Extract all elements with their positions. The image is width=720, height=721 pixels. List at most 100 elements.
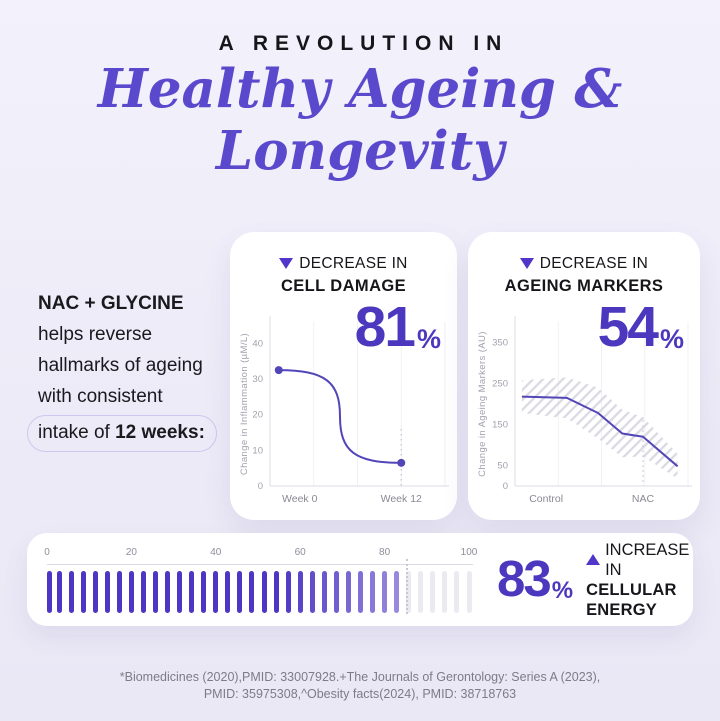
gauge-bar xyxy=(56,570,62,613)
gauge-tick-label: 100 xyxy=(460,546,478,558)
gauge-tick-label: 60 xyxy=(294,546,306,558)
ageing-markers-percent-value: 54 xyxy=(597,295,659,359)
y-tick-label: 40 xyxy=(252,338,263,349)
cell-damage-card: DECREASE IN CELL DAMAGE 0 10 20 30 40 Change … xyxy=(230,232,457,520)
ageing-markers-percent-sign: % xyxy=(659,324,684,355)
gauge-bar xyxy=(140,570,146,613)
gauge-bar xyxy=(345,570,351,613)
data-line xyxy=(521,395,679,468)
gauge-bar xyxy=(92,570,98,613)
duration-pill: intake of 12 weeks: xyxy=(27,415,217,452)
y-tick-label: 250 xyxy=(492,379,508,390)
gauge-tick-label: 20 xyxy=(125,546,137,558)
gauge-bar xyxy=(249,570,255,613)
gauge-bar xyxy=(321,570,327,613)
gauge-bar xyxy=(309,570,315,613)
y-axis-title: Change in Inflammation (µM/L) xyxy=(239,333,250,475)
gauge-bar xyxy=(47,570,52,613)
ageing-markers-title-line1: DECREASE IN xyxy=(468,253,700,275)
page-title-line-2: Longevity xyxy=(215,120,505,182)
gauge-bar xyxy=(370,570,376,613)
cell-damage-title-line1: DECREASE IN xyxy=(230,253,457,275)
confidence-band xyxy=(521,377,678,479)
cellular-energy-label-line3: ENERGY xyxy=(586,600,657,619)
ageing-markers-title-line2: AGEING MARKERS xyxy=(504,277,664,295)
gauge-bar xyxy=(442,570,448,613)
cell-damage-headline: 81% xyxy=(354,295,441,359)
gauge-bar xyxy=(466,570,472,613)
header-kicker: A REVOLUTION IN xyxy=(218,32,509,55)
y-tick-label: 20 xyxy=(252,410,263,421)
ageing-markers-chart: 0 50 150 250 350 Change in Ageing Markers (AU… xyxy=(477,316,692,502)
gauge-tick-label: 0 xyxy=(44,546,50,558)
gauge-bars xyxy=(47,570,472,613)
gauge-bar xyxy=(80,570,86,613)
gauge-bar xyxy=(454,570,460,613)
gauge-guide-line xyxy=(405,558,408,614)
gauge-bar xyxy=(153,570,158,613)
data-point xyxy=(397,458,406,467)
y-tick-label: 0 xyxy=(503,481,508,492)
gauge-bar xyxy=(297,570,303,613)
intro-line-2: hallmarks of ageing xyxy=(38,355,203,376)
gauge-bar xyxy=(273,570,279,613)
y-tick-label: 0 xyxy=(258,481,263,492)
cellular-energy-label-text: INCREASE IN xyxy=(605,540,690,579)
gauge-bar xyxy=(116,570,122,613)
decrease-icon xyxy=(519,258,534,269)
increase-icon xyxy=(586,554,601,565)
brand-name: NAC + GLYCINE xyxy=(38,293,184,314)
cell-damage-title-text: DECREASE IN xyxy=(299,255,408,272)
cellular-energy-label: INCREASE IN CELLULAR ENERGY xyxy=(586,540,689,620)
page-title: Healthy Ageing & Longevity xyxy=(0,58,720,182)
gauge-bar xyxy=(225,570,231,613)
cellular-energy-card: 0 20 40 60 80 100 83% INCREASE IN CELLULAR EN… xyxy=(27,533,693,626)
ageing-markers-card-title: DECREASE IN AGEING MARKERS xyxy=(468,253,700,297)
citation-line-1: *Biomedicines (2020),PMID: 33007928.+The… xyxy=(119,670,601,684)
cellular-energy-percent-value: 83 xyxy=(497,550,552,608)
gauge-scale-labels: 0 20 40 60 80 100 xyxy=(44,546,477,559)
gauge-bar xyxy=(128,570,134,613)
gauge-bar xyxy=(213,570,219,613)
citation-footnote: *Biomedicines (2020),PMID: 33007928.+The… xyxy=(0,669,720,703)
gauge-bar xyxy=(177,570,183,613)
gauge-bar xyxy=(189,570,195,613)
gauge-bar xyxy=(165,570,171,613)
y-tick-label: 350 xyxy=(492,338,508,349)
gauge-tick-label: 80 xyxy=(379,546,391,558)
cell-damage-percent-value: 81 xyxy=(354,295,416,359)
cellular-energy-percent-sign: % xyxy=(551,576,574,604)
x-tick-label: Control xyxy=(529,493,563,502)
intro-line-3: with consistent xyxy=(38,386,163,407)
gauge-bar xyxy=(430,570,436,613)
gauge-bar xyxy=(418,570,424,613)
data-point xyxy=(274,366,283,375)
gauge-bar xyxy=(237,570,243,613)
gauge-bar xyxy=(333,570,339,613)
cell-damage-card-title: DECREASE IN CELL DAMAGE xyxy=(230,253,457,297)
y-tick-label: 30 xyxy=(252,374,263,385)
gauge-bar xyxy=(201,570,207,613)
data-line xyxy=(278,369,402,464)
gauge-bar xyxy=(68,570,74,613)
gauge-bar xyxy=(406,570,412,613)
page-title-line-1: Healthy Ageing & xyxy=(97,58,623,120)
x-tick-label: Week 0 xyxy=(282,493,318,502)
cell-damage-title-line2: CELL DAMAGE xyxy=(280,277,407,295)
x-tick-label: Week 12 xyxy=(381,493,422,502)
duration-pill-weeks: 12 weeks: xyxy=(115,422,205,443)
gauge-baseline xyxy=(47,563,473,565)
cellular-energy-headline: 83% xyxy=(497,550,574,608)
cell-damage-percent-sign: % xyxy=(416,324,441,355)
gauge-bar xyxy=(382,570,388,613)
y-tick-label: 10 xyxy=(252,445,263,456)
gauge-bar xyxy=(394,570,400,613)
citation-line-2: PMID: 35975308,^Obesity facts(2024), PMI… xyxy=(203,687,517,701)
y-axis-title: Change in Ageing Markers (AU) xyxy=(477,331,488,477)
x-tick-label: NAC xyxy=(632,493,655,502)
intro-line-1: helps reverse xyxy=(38,324,153,345)
energy-gauge: 0 20 40 60 80 100 xyxy=(44,545,477,615)
gauge-tick-label: 40 xyxy=(210,546,222,558)
